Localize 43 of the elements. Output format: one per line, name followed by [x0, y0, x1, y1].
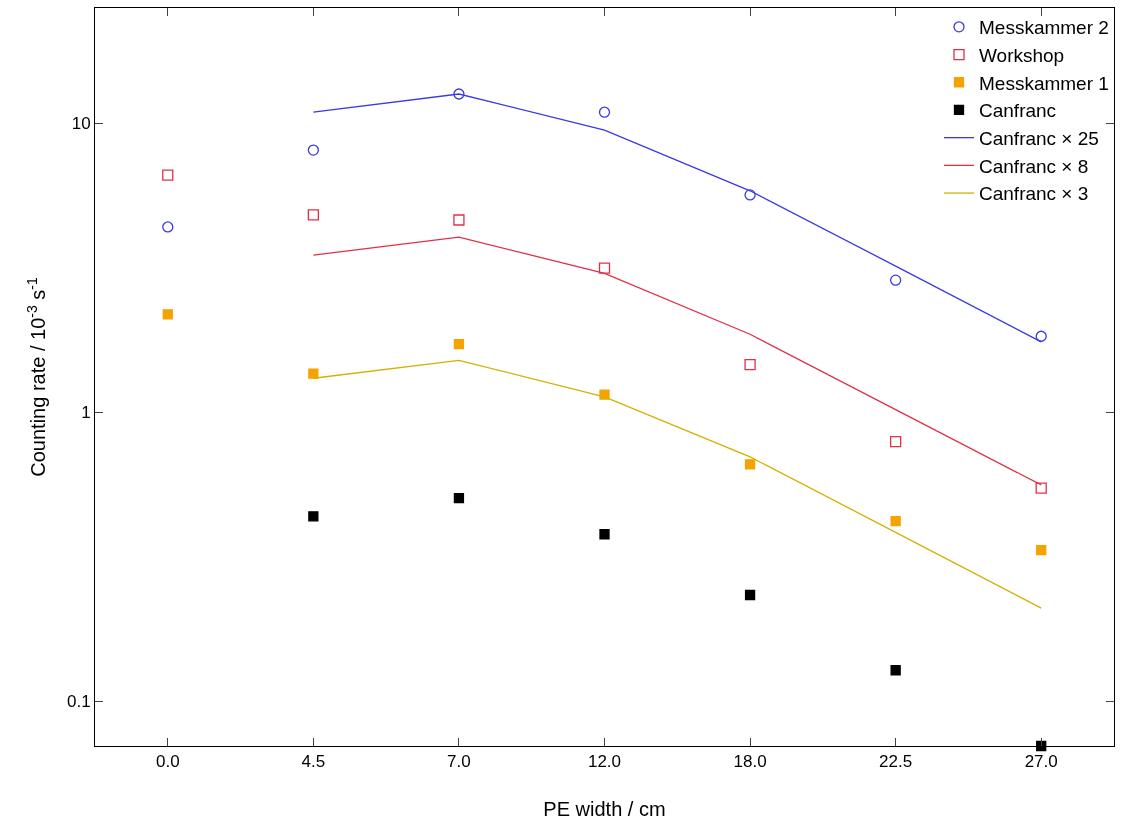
point: [890, 665, 901, 676]
point: [599, 529, 610, 540]
point: [744, 189, 756, 201]
point: [890, 515, 901, 527]
point: [744, 358, 756, 371]
point: [1035, 482, 1047, 494]
point: [307, 209, 320, 221]
point: [598, 106, 611, 118]
legend-label: Canfranc × 3: [979, 183, 1089, 205]
legend-label: Messkammer 2: [979, 17, 1109, 39]
x-tick-label: 7.0: [447, 752, 471, 772]
point: [453, 493, 465, 504]
point: [162, 221, 174, 233]
x-tick-label: 22.5: [879, 752, 913, 772]
legend-label: Messkammer 1: [979, 72, 1109, 94]
legend-label: Canfranc × 25: [979, 128, 1099, 150]
y-tick-label: 1: [81, 403, 91, 423]
legend-label: Canfranc: [979, 100, 1057, 122]
x-tick-label: 27.0: [1024, 752, 1058, 772]
point: [308, 511, 319, 522]
point: [889, 274, 902, 286]
point: [889, 436, 902, 448]
x-tick-label: 4.5: [301, 752, 326, 772]
point: [162, 169, 174, 181]
x-axis-title: PE width / cm: [543, 798, 666, 820]
legend-label: Workshop: [979, 44, 1065, 66]
point: [598, 262, 611, 274]
point: [307, 144, 320, 156]
x-tick-label: 18.0: [733, 752, 767, 772]
point: [744, 589, 756, 601]
y-tick-label: 0.1: [66, 692, 91, 712]
point: [744, 459, 756, 470]
y-tick-label: 10: [71, 113, 91, 133]
x-tick-label: 12.0: [587, 752, 622, 772]
point: [308, 368, 319, 379]
point: [162, 309, 173, 320]
point: [1036, 545, 1047, 556]
point: [453, 338, 465, 350]
point: [453, 214, 465, 226]
point: [1035, 330, 1047, 342]
x-tick-label: 0.0: [155, 752, 180, 772]
point: [453, 88, 465, 100]
legend-label: Canfranc × 8: [979, 155, 1089, 177]
